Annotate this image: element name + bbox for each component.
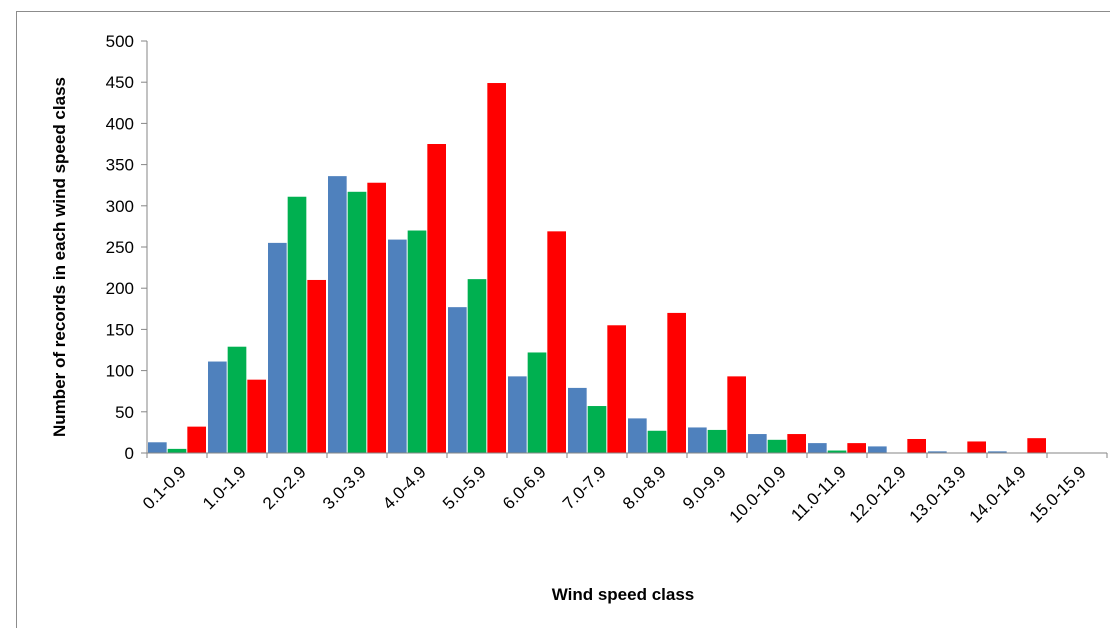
y-tick-label: 450 [106, 73, 134, 92]
bar-series-2-6.0-6.9 [527, 352, 547, 453]
y-tick-label: 200 [106, 279, 134, 298]
bar-series-1-5.0-5.9 [448, 307, 467, 453]
bar-series-1-4.0-4.9 [388, 239, 407, 453]
y-tick-label: 300 [106, 197, 134, 216]
y-tick-label: 250 [106, 238, 134, 257]
bar-series-3-14.0-14.9 [1027, 438, 1046, 453]
x-tick-label: 3.0-3.9 [319, 462, 370, 513]
x-tick-label: 9.0-9.9 [679, 462, 730, 513]
bar-series-1-10.0-10.9 [748, 434, 767, 453]
y-tick-label: 150 [106, 320, 134, 339]
bar-series-1-6.0-6.9 [508, 376, 527, 453]
bar-series-3-10.0-10.9 [787, 434, 806, 453]
bar-series-2-8.0-8.9 [647, 430, 667, 453]
bar-series-1-7.0-7.9 [568, 387, 587, 453]
bar-series-1-3.0-3.9 [328, 176, 347, 454]
bar-series-2-0.1-0.9 [167, 448, 187, 453]
bar-series-2-5.0-5.9 [467, 279, 487, 453]
x-tick-label: 0.1-0.9 [139, 462, 190, 513]
bar-series-2-1.0-1.9 [227, 346, 247, 453]
y-tick-label: 400 [106, 114, 134, 133]
y-tick-label: 100 [106, 362, 134, 381]
bar-series-2-9.0-9.9 [707, 429, 727, 453]
bars [148, 83, 1046, 454]
x-tick-label: 5.0-5.9 [439, 462, 490, 513]
bar-series-2-4.0-4.9 [407, 230, 427, 453]
bar-series-3-13.0-13.9 [967, 441, 986, 453]
bar-series-1-11.0-11.9 [808, 443, 827, 453]
bar-series-3-11.0-11.9 [847, 443, 866, 453]
bar-series-1-8.0-8.9 [628, 418, 647, 453]
bar-series-2-11.0-11.9 [827, 450, 847, 453]
bar-series-3-12.0-12.9 [907, 438, 926, 453]
chart: 0 50 100 150 200 250 300 350 400 450 500 0.1-0.9 1.… [50, 32, 1108, 604]
bar-series-3-2.0-2.9 [307, 279, 326, 453]
x-tick-label: 15.0-15.9 [1026, 462, 1090, 526]
x-tick-label: 6.0-6.9 [499, 462, 550, 513]
bar-series-3-8.0-8.9 [667, 312, 686, 453]
y-tick-label: 500 [106, 32, 134, 51]
x-tick-label: 1.0-1.9 [199, 462, 250, 513]
x-tick-label: 13.0-13.9 [906, 462, 970, 526]
x-axis-ticks: 0.1-0.9 1.0-1.9 2.0-2.9 3.0-3.9 4.0-4.9 5.0-5… [139, 453, 1108, 527]
bar-series-3-6.0-6.9 [547, 231, 566, 453]
bar-series-1-12.0-12.9 [868, 446, 887, 453]
x-tick-label: 10.0-10.9 [726, 462, 790, 526]
x-tick-label: 12.0-12.9 [846, 462, 910, 526]
x-tick-label: 7.0-7.9 [559, 462, 610, 513]
bar-series-1-2.0-2.9 [268, 242, 287, 453]
bar-series-3-1.0-1.9 [247, 379, 266, 453]
bar-series-2-7.0-7.9 [587, 406, 607, 453]
bar-series-2-10.0-10.9 [767, 439, 787, 453]
bar-series-3-3.0-3.9 [367, 182, 386, 453]
bar-series-1-14.0-14.9 [988, 451, 1007, 453]
x-axis-title: Wind speed class [552, 585, 695, 604]
bar-series-3-5.0-5.9 [487, 83, 506, 454]
y-tick-label: 350 [106, 156, 134, 175]
bar-series-2-2.0-2.9 [287, 196, 307, 453]
x-tick-label: 4.0-4.9 [379, 462, 430, 513]
y-tick-label: 50 [115, 403, 134, 422]
bar-series-1-9.0-9.9 [688, 427, 707, 453]
x-tick-label: 11.0-11.9 [787, 462, 849, 524]
bar-series-3-9.0-9.9 [727, 376, 746, 453]
x-tick-label: 14.0-14.9 [966, 462, 1030, 526]
y-axis-ticks: 0 50 100 150 200 250 300 350 400 450 500 [106, 32, 147, 463]
bar-series-1-13.0-13.9 [928, 451, 947, 453]
y-axis-title: Number of records in each wind speed cla… [50, 77, 69, 437]
bar-series-3-4.0-4.9 [427, 144, 446, 453]
x-tick-label: 8.0-8.9 [619, 462, 670, 513]
y-tick-label: 0 [125, 444, 134, 463]
x-tick-label: 2.0-2.9 [259, 462, 310, 513]
bar-series-1-1.0-1.9 [208, 361, 227, 453]
bar-series-3-7.0-7.9 [607, 325, 626, 453]
bar-series-1-0.1-0.9 [148, 442, 167, 453]
chart-area: 0 50 100 150 200 250 300 350 400 450 500 0.1-0.9 1.… [16, 11, 1110, 628]
bar-series-3-0.1-0.9 [187, 426, 206, 453]
bar-series-2-3.0-3.9 [347, 191, 367, 454]
